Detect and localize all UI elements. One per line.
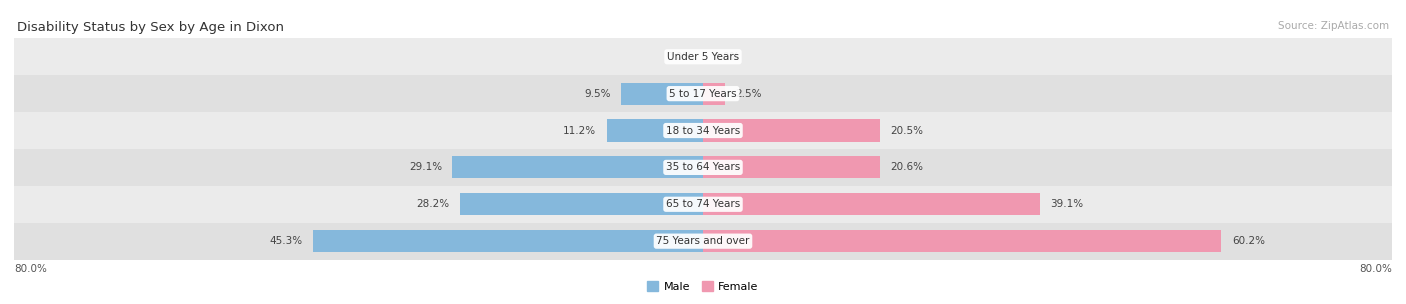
Bar xyxy=(314,230,703,252)
Bar xyxy=(14,112,1392,149)
Legend: Male, Female: Male, Female xyxy=(643,277,763,296)
Text: 80.0%: 80.0% xyxy=(1360,264,1392,274)
Bar xyxy=(703,119,880,142)
Bar xyxy=(703,156,880,178)
Bar xyxy=(14,223,1392,260)
Bar xyxy=(703,83,724,105)
Text: 80.0%: 80.0% xyxy=(14,264,46,274)
Text: 9.5%: 9.5% xyxy=(585,89,610,98)
Bar xyxy=(14,186,1392,223)
Text: 29.1%: 29.1% xyxy=(409,162,441,172)
Text: Source: ZipAtlas.com: Source: ZipAtlas.com xyxy=(1278,21,1389,31)
Text: 0.0%: 0.0% xyxy=(666,52,693,62)
Bar xyxy=(703,230,1222,252)
Text: 65 to 74 Years: 65 to 74 Years xyxy=(666,199,740,209)
Text: 60.2%: 60.2% xyxy=(1232,236,1265,246)
Text: Disability Status by Sex by Age in Dixon: Disability Status by Sex by Age in Dixon xyxy=(17,21,284,34)
Bar xyxy=(14,75,1392,112)
Text: 5 to 17 Years: 5 to 17 Years xyxy=(669,89,737,98)
Text: 0.0%: 0.0% xyxy=(713,52,740,62)
Bar xyxy=(703,193,1039,215)
Text: 11.2%: 11.2% xyxy=(562,126,596,136)
Text: 75 Years and over: 75 Years and over xyxy=(657,236,749,246)
Text: 45.3%: 45.3% xyxy=(270,236,302,246)
Text: 2.5%: 2.5% xyxy=(735,89,762,98)
Bar xyxy=(621,83,703,105)
Bar xyxy=(14,38,1392,75)
Bar xyxy=(606,119,703,142)
Text: 35 to 64 Years: 35 to 64 Years xyxy=(666,162,740,172)
Text: 18 to 34 Years: 18 to 34 Years xyxy=(666,126,740,136)
Text: 28.2%: 28.2% xyxy=(416,199,450,209)
Bar xyxy=(453,156,703,178)
Bar xyxy=(460,193,703,215)
Text: 20.5%: 20.5% xyxy=(890,126,922,136)
Bar xyxy=(14,149,1392,186)
Text: Under 5 Years: Under 5 Years xyxy=(666,52,740,62)
Text: 39.1%: 39.1% xyxy=(1050,199,1083,209)
Text: 20.6%: 20.6% xyxy=(891,162,924,172)
